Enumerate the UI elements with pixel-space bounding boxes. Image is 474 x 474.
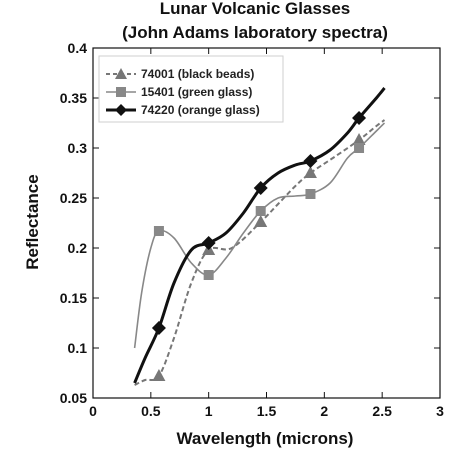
data-point-green-glass <box>354 143 365 153</box>
y-tick-label: 0.2 <box>68 240 88 256</box>
legend-item-black-beads: 74001 (black beads) <box>106 67 254 81</box>
data-point-orange-glass <box>352 111 367 125</box>
y-axis-ticks: 0.05 0.1 0.15 0.2 0.25 0.3 0.35 0.4 <box>60 40 440 406</box>
x-tick-label: 2.5 <box>372 403 392 419</box>
data-point-green-glass <box>153 226 164 236</box>
y-tick-label: 0.25 <box>60 190 87 206</box>
data-point-black-beads <box>352 133 366 145</box>
data-point-green-glass <box>255 206 266 216</box>
chart-subtitle: (John Adams laboratory spectra) <box>122 23 388 42</box>
diamond-marker-icon <box>115 104 127 116</box>
chart-title: Lunar Volcanic Glasses <box>160 0 351 18</box>
square-marker-icon <box>116 87 126 97</box>
x-axis-label: Wavelength (microns) <box>177 429 354 448</box>
data-point-black-beads <box>254 215 268 227</box>
x-tick-label: 0.5 <box>141 403 161 419</box>
legend-label-black-beads: 74001 (black beads) <box>141 67 254 81</box>
y-tick-label: 0.05 <box>60 390 87 406</box>
series-layer <box>133 87 386 386</box>
series-line-green-glass <box>133 122 386 349</box>
legend-item-orange-glass: 74220 (orange glass) <box>106 103 260 117</box>
y-tick-label: 0.3 <box>68 140 88 156</box>
data-point-green-glass <box>203 270 214 280</box>
data-point-green-glass <box>305 189 316 199</box>
legend: 74001 (black beads) 15401 (green glass) … <box>98 55 284 123</box>
y-tick-label: 0.15 <box>60 290 87 306</box>
legend-label-green-glass: 15401 (green glass) <box>141 85 252 99</box>
y-tick-label: 0.4 <box>68 40 88 56</box>
data-point-orange-glass <box>201 236 216 250</box>
plot-frame <box>92 47 441 399</box>
x-tick-label: 1.5 <box>257 403 277 419</box>
legend-item-green-glass: 15401 (green glass) <box>106 85 252 99</box>
y-axis-label: Reflectance <box>23 174 42 269</box>
x-tick-label: 0 <box>89 403 97 419</box>
x-tick-label: 3 <box>436 403 444 419</box>
data-point-orange-glass <box>151 321 166 335</box>
x-tick-label: 2 <box>320 403 328 419</box>
triangle-marker-icon <box>115 68 127 79</box>
y-tick-label: 0.35 <box>60 90 87 106</box>
y-tick-label: 0.1 <box>68 340 88 356</box>
data-point-orange-glass <box>253 181 268 195</box>
data-point-black-beads <box>152 369 166 381</box>
data-point-orange-glass <box>303 154 318 168</box>
x-axis-ticks: 0 0.5 1 1.5 2 2.5 3 <box>89 48 444 419</box>
legend-label-orange-glass: 74220 (orange glass) <box>141 103 260 117</box>
data-point-black-beads <box>303 166 317 178</box>
x-tick-label: 1 <box>205 403 213 419</box>
